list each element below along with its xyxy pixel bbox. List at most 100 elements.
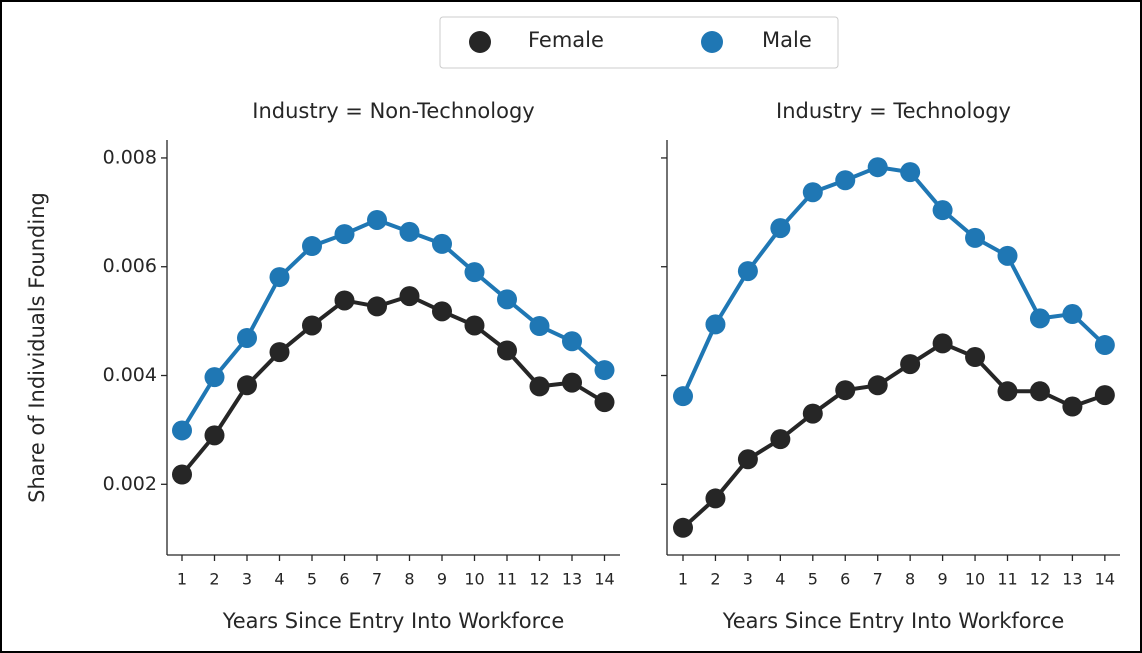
point <box>802 403 823 424</box>
legend-label: Male <box>762 28 812 52</box>
point <box>172 420 192 441</box>
x-tick-label: 10 <box>965 570 985 589</box>
x-tick-label: 11 <box>497 570 517 589</box>
x-tick-label: 7 <box>873 570 883 589</box>
y-tick-label: 0.002 <box>103 473 157 495</box>
x-tick-label: 9 <box>437 570 447 589</box>
x-tick-label: 10 <box>464 570 484 589</box>
point <box>464 315 485 336</box>
x-tick-label: 8 <box>404 570 414 589</box>
point <box>497 289 517 310</box>
x-tick-label: 14 <box>594 570 614 589</box>
point <box>835 170 856 191</box>
point <box>237 375 257 396</box>
point <box>997 381 1018 402</box>
legend-box <box>439 16 839 69</box>
x-tick-label: 7 <box>372 570 382 589</box>
point <box>997 245 1018 266</box>
point <box>562 331 582 352</box>
legend-label: Female <box>528 28 604 52</box>
point <box>529 376 550 397</box>
point <box>237 327 257 348</box>
x-tick-label: 3 <box>743 570 753 589</box>
x-tick-label: 4 <box>274 570 284 589</box>
point <box>399 221 420 242</box>
point <box>900 162 921 183</box>
x-tick-label: 1 <box>177 570 187 589</box>
point <box>497 340 517 361</box>
point <box>334 224 355 245</box>
x-tick-label: 8 <box>905 570 915 589</box>
point <box>705 488 726 509</box>
point <box>705 314 726 335</box>
x-axis-label: Years Since Entry Into Workforce <box>222 609 565 633</box>
point <box>737 261 758 282</box>
point <box>399 286 420 307</box>
panel-title: Industry = Technology <box>776 99 1011 123</box>
point <box>172 464 192 485</box>
x-tick-label: 14 <box>1095 570 1115 589</box>
y-tick-label: 0.004 <box>103 364 157 386</box>
point <box>269 267 290 288</box>
x-tick-label: 12 <box>1030 570 1050 589</box>
y-axis-label: Share of Individuals Founding <box>25 192 49 503</box>
point <box>867 157 888 178</box>
x-tick-label: 6 <box>840 570 850 589</box>
point <box>367 296 387 317</box>
x-tick-label: 9 <box>938 570 948 589</box>
panel-title: Industry = Non-Technology <box>252 99 534 123</box>
point <box>367 209 387 230</box>
point <box>932 333 953 354</box>
point <box>204 367 225 388</box>
point <box>1094 385 1115 406</box>
point <box>594 360 615 381</box>
point <box>965 347 986 368</box>
x-tick-label: 4 <box>775 570 785 589</box>
point <box>594 392 615 413</box>
legend-swatch <box>469 31 491 53</box>
point <box>562 372 582 393</box>
point <box>770 429 791 450</box>
point <box>302 236 322 257</box>
point <box>269 342 290 363</box>
point <box>1062 396 1083 417</box>
x-tick-label: 2 <box>710 570 720 589</box>
point <box>302 315 322 336</box>
point <box>464 262 485 283</box>
x-tick-label: 13 <box>1062 570 1082 589</box>
point <box>1029 308 1050 329</box>
y-tick-label: 0.008 <box>103 146 157 168</box>
x-tick-label: 5 <box>808 570 818 589</box>
point <box>932 200 953 221</box>
point <box>673 517 693 538</box>
x-tick-label: 3 <box>242 570 252 589</box>
point <box>1062 304 1083 325</box>
point <box>965 227 986 248</box>
legend-swatch <box>701 31 723 53</box>
x-tick-label: 2 <box>209 570 219 589</box>
x-tick-label: 1 <box>678 570 688 589</box>
point <box>1094 335 1115 356</box>
x-tick-label: 5 <box>307 570 317 589</box>
point <box>529 316 550 337</box>
point <box>204 425 225 446</box>
x-tick-label: 11 <box>997 570 1017 589</box>
x-axis-label: Years Since Entry Into Workforce <box>722 609 1065 633</box>
point <box>835 380 856 401</box>
point <box>1029 381 1050 402</box>
point <box>737 449 758 470</box>
y-tick-label: 0.006 <box>103 255 157 277</box>
point <box>900 354 921 375</box>
point <box>334 290 355 311</box>
x-tick-label: 12 <box>529 570 549 589</box>
point <box>432 301 452 322</box>
point <box>770 218 791 239</box>
point <box>432 233 452 254</box>
point <box>673 386 693 407</box>
point <box>802 182 823 203</box>
x-tick-label: 13 <box>562 570 582 589</box>
x-tick-label: 6 <box>339 570 349 589</box>
